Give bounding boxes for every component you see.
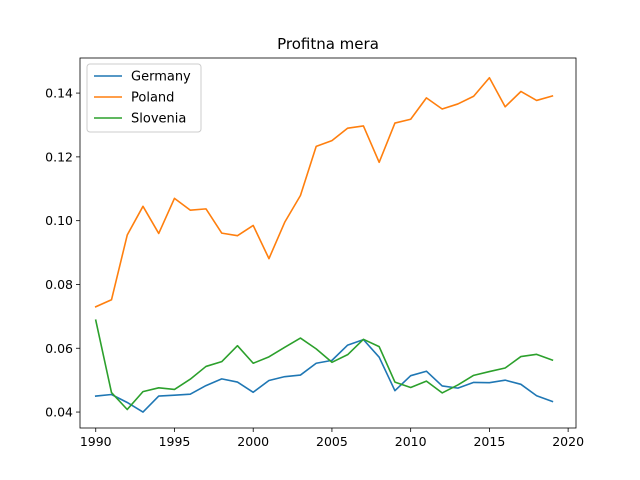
series-layer xyxy=(94,76,554,413)
legend-box xyxy=(86,63,202,133)
legend-label-germany: Germany xyxy=(131,70,191,85)
x-tick-label: 2005 xyxy=(316,434,348,449)
x-tick-label: 2000 xyxy=(237,434,269,449)
y-tick-label: 0.08 xyxy=(45,277,73,292)
x-tick-label: 1995 xyxy=(159,434,191,449)
y-tick-label: 0.12 xyxy=(45,149,73,164)
y-tick-label: 0.04 xyxy=(45,405,73,420)
series-line-germany xyxy=(94,338,554,413)
axes-layer: 1990 1995 2000 2005 2010 2015 2020 0.04 0.06 0.08… xyxy=(45,86,584,449)
y-tick-label: 0.10 xyxy=(45,213,73,228)
legend-label-slovenia: Slovenia xyxy=(131,112,186,127)
x-tick-label: 2015 xyxy=(473,434,505,449)
series-line-poland xyxy=(94,76,554,308)
plot-frame xyxy=(79,57,577,429)
x-tick-label: 2020 xyxy=(552,434,584,449)
y-tick-label: 0.14 xyxy=(45,86,73,101)
y-tick-label: 0.06 xyxy=(45,341,73,356)
legend-label-poland: Poland xyxy=(131,91,174,106)
legend: Germany Poland Slovenia xyxy=(86,63,202,133)
x-tick-label: 1990 xyxy=(80,434,112,449)
chart-title: Profitna mera xyxy=(277,35,379,53)
x-tick-label: 2010 xyxy=(395,434,427,449)
series-line-slovenia xyxy=(94,319,554,411)
